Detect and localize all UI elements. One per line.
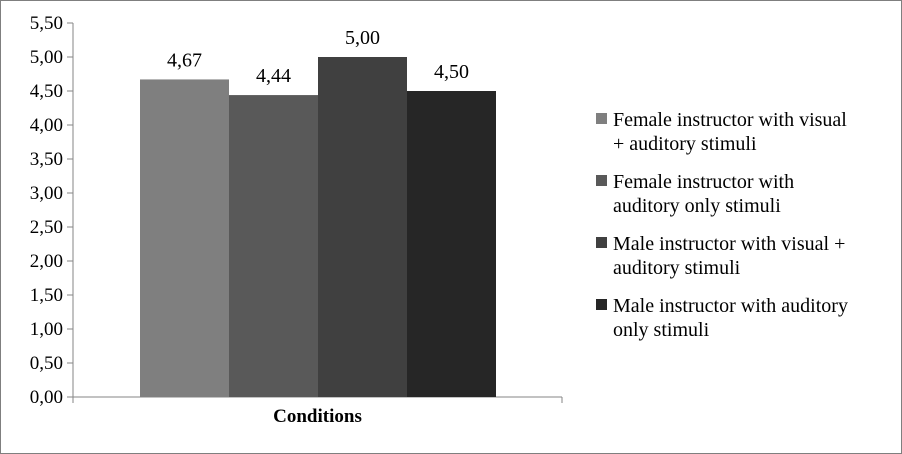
legend-swatch-4 (596, 299, 607, 310)
legend-label-line: Female instructor with visual (613, 109, 847, 131)
legend-swatch-1 (596, 113, 607, 124)
data-label-4: 4,50 (434, 61, 469, 83)
y-tick-label: 4,50 (30, 81, 63, 102)
legend-label-1: Female instructor with visual + auditory … (613, 109, 847, 155)
x-axis-label: Conditions (273, 406, 362, 427)
legend-label-line: Male instructor with visual + (613, 233, 845, 255)
legend-label-line: Male instructor with auditory (613, 295, 848, 317)
legend-label-line: + auditory stimuli (613, 133, 757, 155)
chart-legend: Female instructor with visual + auditory … (596, 109, 848, 341)
data-label-3: 5,00 (345, 27, 380, 49)
y-tick-label: 0,50 (30, 353, 63, 374)
chart-bars: 4,67 4,44 5,00 4,50 (140, 27, 496, 397)
legend-label-line: Female instructor with (613, 171, 794, 193)
data-label-2: 4,44 (256, 65, 291, 87)
y-tick-label: 1,00 (30, 319, 63, 340)
legend-swatch-2 (596, 175, 607, 186)
bar-2 (229, 95, 318, 397)
legend-label-4: Male instructor with auditory only stimul… (613, 295, 848, 341)
y-tick-label: 1,50 (30, 285, 63, 306)
y-tick-label: 2,50 (30, 217, 63, 238)
y-tick-label: 3,00 (30, 183, 63, 204)
y-tick-label: 3,50 (30, 149, 63, 170)
legend-swatch-3 (596, 237, 607, 248)
bar-4 (407, 91, 496, 397)
y-tick-label: 4,00 (30, 115, 63, 136)
bar-3 (318, 57, 407, 397)
legend-label-2: Female instructor with auditory only stim… (613, 171, 794, 217)
y-tick-label: 2,00 (30, 251, 63, 272)
legend-label-line: auditory only stimuli (613, 195, 781, 217)
legend-label-line: auditory stimuli (613, 257, 741, 279)
chart-axes: 0,00 0,50 1,00 1,50 2,00 2,50 3,00 3,50 4,00 4,50… (30, 13, 563, 427)
y-tick-label: 5,00 (30, 47, 63, 68)
data-label-1: 4,67 (167, 49, 202, 71)
y-tick-label: 0,00 (30, 387, 63, 408)
bar-1 (140, 79, 229, 397)
y-tick-label: 5,50 (30, 13, 63, 34)
legend-label-line: only stimuli (613, 319, 710, 341)
legend-label-3: Male instructor with visual + auditory st… (613, 233, 845, 279)
